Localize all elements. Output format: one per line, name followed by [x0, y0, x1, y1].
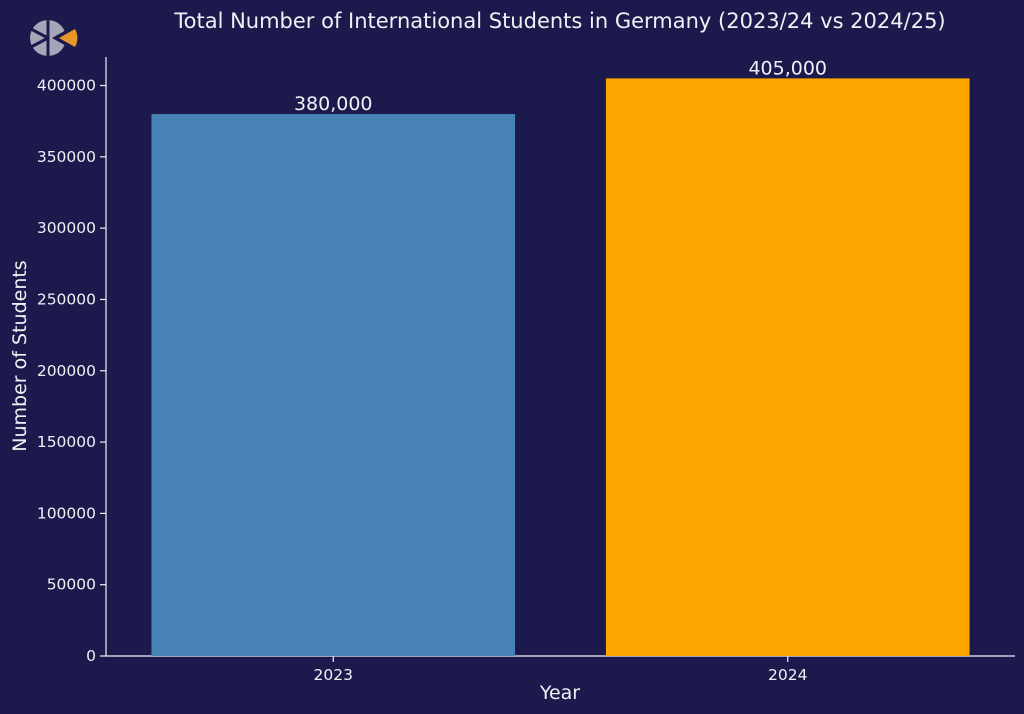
y-tick-label: 250000: [37, 290, 96, 308]
bar-2023: [151, 114, 516, 657]
y-tick-label: 200000: [37, 362, 96, 380]
bar-value-label: 380,000: [294, 93, 373, 115]
bar-value-label: 405,000: [748, 57, 827, 79]
y-tick-label: 300000: [37, 219, 96, 237]
y-tick-label: 400000: [37, 77, 96, 95]
y-tick-label: 0: [86, 647, 96, 665]
y-tick-label: 150000: [37, 433, 96, 451]
y-tick-label: 100000: [37, 504, 96, 522]
y-axis-label: Number of Students: [9, 260, 31, 451]
x-axis-label: Year: [539, 682, 580, 704]
y-tick-label: 350000: [37, 148, 96, 166]
x-tick-label: 2024: [768, 666, 807, 684]
x-tick-label: 2023: [314, 666, 353, 684]
bar-2024: [605, 78, 970, 656]
logo-icon: [30, 19, 78, 57]
chart-title: Total Number of International Students i…: [173, 9, 945, 33]
y-tick-label: 50000: [47, 576, 96, 594]
